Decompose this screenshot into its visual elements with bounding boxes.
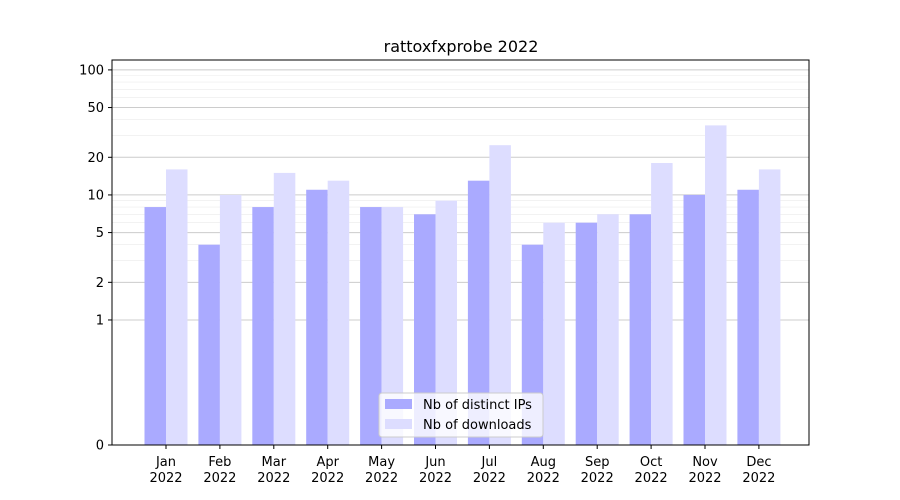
x-tick-label: Aug xyxy=(531,455,556,470)
x-tick-label: Jul xyxy=(481,455,498,470)
y-tick-label: 1 xyxy=(96,313,104,328)
plot-frame xyxy=(111,59,810,446)
chart-title: rattoxfxprobe 2022 xyxy=(384,37,539,56)
bar-downloads xyxy=(651,163,673,445)
bar-distinct-ips xyxy=(575,222,598,445)
x-tick-label: Oct xyxy=(640,455,662,470)
legend-label: Nb of downloads xyxy=(423,418,532,433)
x-tick-label-year: 2022 xyxy=(635,471,668,486)
x-tick-label-year: 2022 xyxy=(688,471,721,486)
x-tick-label-year: 2022 xyxy=(581,471,614,486)
x-axis: Jan2022Feb2022Mar2022Apr2022May2022Jun20… xyxy=(149,445,775,486)
y-tick-label: 100 xyxy=(79,63,104,78)
bars xyxy=(144,125,781,445)
x-tick-label-year: 2022 xyxy=(257,471,290,486)
y-tick-label: 20 xyxy=(87,151,104,166)
legend: Nb of distinct IPs Nb of downloads xyxy=(378,392,544,438)
bar-downloads xyxy=(327,180,350,445)
bar-distinct-ips xyxy=(737,189,759,445)
bar-distinct-ips xyxy=(144,207,166,445)
bar-downloads xyxy=(489,145,511,445)
x-tick-label-year: 2022 xyxy=(365,471,398,486)
legend-label: Nb of distinct IPs xyxy=(423,398,532,413)
bar-downloads xyxy=(166,169,188,445)
bar-downloads xyxy=(219,194,242,445)
bar-distinct-ips xyxy=(252,207,274,445)
y-tick-label: 10 xyxy=(87,188,104,203)
x-tick-label: Jun xyxy=(424,455,445,470)
y-axis: 0 1 2 5 10 20 50 100 xyxy=(79,63,112,454)
bar-downloads xyxy=(273,172,296,445)
bar-downloads xyxy=(597,214,619,445)
bar-distinct-ips xyxy=(683,194,705,445)
x-tick-label-year: 2022 xyxy=(311,471,344,486)
bar-downloads xyxy=(381,207,404,445)
y-tick-label: 5 xyxy=(96,226,104,241)
legend-swatch xyxy=(385,399,412,409)
x-tick-label: Dec xyxy=(746,455,771,470)
y-tick-label: 50 xyxy=(87,101,104,116)
legend-swatch xyxy=(385,419,412,429)
bar-distinct-ips xyxy=(629,214,652,445)
x-tick-label: Sep xyxy=(585,455,610,470)
legend-box xyxy=(378,392,544,438)
bar-distinct-ips xyxy=(360,207,382,445)
x-tick-label-year: 2022 xyxy=(149,471,182,486)
x-tick-label: May xyxy=(368,455,395,470)
bar-distinct-ips xyxy=(198,244,220,445)
x-tick-label-year: 2022 xyxy=(742,471,775,486)
x-tick-label-year: 2022 xyxy=(203,471,236,486)
x-tick-label: Nov xyxy=(692,455,718,470)
x-tick-label: Apr xyxy=(316,455,339,470)
x-tick-label: Feb xyxy=(208,455,231,470)
bar-downloads xyxy=(705,125,727,445)
x-tick-label-year: 2022 xyxy=(473,471,506,486)
bar-distinct-ips xyxy=(306,189,328,445)
x-tick-label-year: 2022 xyxy=(527,471,560,486)
x-tick-label: Jan xyxy=(155,455,176,470)
x-tick-label: Mar xyxy=(262,455,287,470)
bar-downloads xyxy=(435,200,457,445)
bar-distinct-ips xyxy=(467,180,490,445)
bar-downloads xyxy=(758,169,781,445)
bar-distinct-ips xyxy=(414,214,436,445)
y-tick-label: 0 xyxy=(96,439,104,454)
x-tick-label-year: 2022 xyxy=(419,471,452,486)
bar-downloads xyxy=(543,222,565,445)
y-tick-label: 2 xyxy=(96,276,104,291)
